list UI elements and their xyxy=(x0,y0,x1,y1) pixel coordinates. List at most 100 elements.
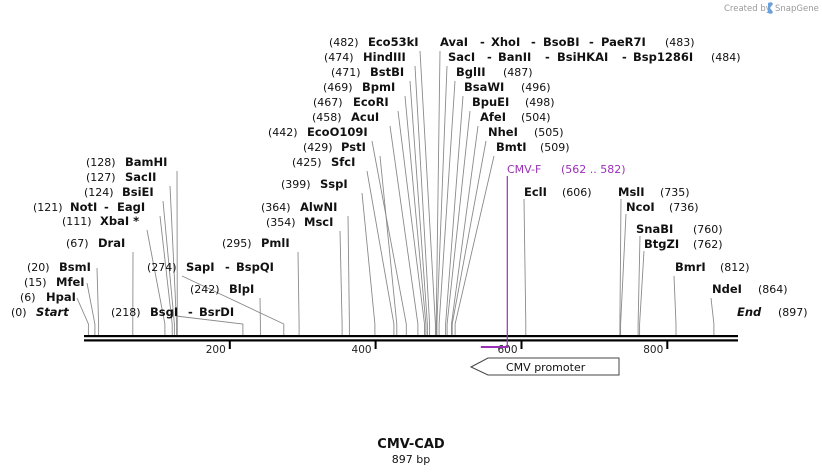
site-eco53ki[interactable]: (482) Eco53kI xyxy=(329,35,419,49)
site-position: (364) xyxy=(261,201,291,214)
site-bsawi[interactable]: BsaWI (496) xyxy=(464,80,551,94)
site-name: BpmI xyxy=(362,80,395,94)
site-msci[interactable]: (354) MscI xyxy=(266,215,333,229)
site-drai[interactable]: (67) DraI xyxy=(66,236,125,250)
site-msli[interactable]: MslI (735) xyxy=(618,185,690,199)
site-position: (399) xyxy=(281,178,311,191)
site-position: (498) xyxy=(525,96,555,109)
snapgene-name: SnapGene xyxy=(775,4,819,14)
site-bsmi[interactable]: (20) BsmI xyxy=(27,260,91,274)
cut-line-xbai xyxy=(146,229,166,335)
endpoint-start-name: Start xyxy=(36,305,69,319)
endpoint-start-position: (0) xyxy=(11,306,27,319)
site-separator: - xyxy=(589,35,594,49)
cut-line-msci xyxy=(339,230,343,335)
site-position: (6) xyxy=(20,291,36,304)
site-ecoo109i[interactable]: (442) EcoO109I xyxy=(268,125,368,139)
site-sacii[interactable]: (127) SacII xyxy=(86,170,156,184)
site-ncoi[interactable]: NcoI (736) xyxy=(626,200,699,214)
cut-line-msli xyxy=(619,198,622,335)
cut-line-mfei xyxy=(86,282,96,335)
site-saci-group[interactable]: SacI - BanII - BsiHKAI - Bsp1286I (484) xyxy=(448,50,741,64)
site-name: XhoI xyxy=(491,35,520,49)
site-separator: - xyxy=(622,50,627,64)
site-bpuei[interactable]: BpuEI (498) xyxy=(472,95,555,109)
site-bamhi[interactable]: (128) BamHI xyxy=(86,155,167,169)
site-name: EcoRI xyxy=(353,95,389,109)
site-nhei[interactable]: NheI (505) xyxy=(488,125,564,139)
snapgene-branding: Created by SnapGene xyxy=(724,2,819,14)
site-sspi[interactable]: (399) SspI xyxy=(281,177,348,191)
site-bsgi-bsrdi[interactable]: (218) BsgI - BsrDI xyxy=(111,305,234,319)
cut-line-bstbi xyxy=(409,80,428,335)
site-name: SacII xyxy=(125,170,156,184)
site-bpmi[interactable]: (469) BpmI xyxy=(323,80,395,94)
site-hpai[interactable]: (6) HpaI xyxy=(20,290,76,304)
site-separator: - xyxy=(188,305,193,319)
site-position: (121) xyxy=(33,201,63,214)
site-sapi-bspqi[interactable]: (274) SapI - BspQI xyxy=(147,260,274,274)
cut-line-bsiei xyxy=(162,200,175,335)
site-noti-eagi[interactable]: (121) NotI - EagI xyxy=(33,200,145,214)
cut-line-ndei xyxy=(710,297,715,335)
site-position: (274) xyxy=(147,261,177,274)
site-name: PmlI xyxy=(261,236,290,250)
ruler-tick xyxy=(228,341,231,349)
site-acui[interactable]: (458) AcuI xyxy=(312,110,379,124)
map-title: CMV-CAD xyxy=(377,437,445,452)
ruler-tick-label: 800 xyxy=(643,344,663,356)
primer-cmv-f[interactable]: CMV-F (562 .. 582) xyxy=(480,163,626,348)
site-position: (474) xyxy=(324,51,354,64)
site-position: (760) xyxy=(693,223,723,236)
primer-range: (562 .. 582) xyxy=(561,163,626,176)
site-ecli[interactable]: EclI (606) xyxy=(524,185,592,199)
site-alwni[interactable]: (364) AlwNI xyxy=(261,200,337,214)
endpoint-end-name: End xyxy=(737,305,762,319)
site-position: (429) xyxy=(303,141,333,154)
site-hindiii[interactable]: (474) HindIII xyxy=(324,50,406,64)
site-position: (467) xyxy=(313,96,343,109)
site-blpi[interactable]: (242) BlpI xyxy=(190,282,254,296)
feature-cmv-promoter[interactable]: CMV promoter xyxy=(469,357,620,376)
site-position: (458) xyxy=(312,111,342,124)
site-bmri[interactable]: BmrI (812) xyxy=(675,260,750,274)
cut-line-ecoo109i xyxy=(371,140,407,335)
site-pmli[interactable]: (295) PmlI xyxy=(222,236,290,250)
site-bsiei[interactable]: (124) BsiEI xyxy=(84,185,154,199)
site-btgzi[interactable]: BtgZI (762) xyxy=(644,237,723,251)
site-separator: - xyxy=(480,35,485,49)
site-sfci[interactable]: (425) SfcI xyxy=(292,155,355,169)
site-name: NheI xyxy=(488,125,518,139)
ruler: 200 400 600 800 xyxy=(206,341,669,356)
snapgene-logo-icon xyxy=(768,2,773,14)
site-position: (483) xyxy=(665,36,695,49)
site-psti[interactable]: (429) PstI xyxy=(303,140,366,154)
site-position: (128) xyxy=(86,156,116,169)
site-ndei[interactable]: NdeI (864) xyxy=(712,282,788,296)
cut-line-ncoi xyxy=(620,213,627,335)
site-labels: (6) HpaI (15) MfeI (20) BsmI (67) DraI (… xyxy=(20,35,788,319)
site-name: Bsp1286I xyxy=(633,50,693,64)
site-position: (425) xyxy=(292,156,322,169)
site-position: (509) xyxy=(540,141,570,154)
site-snabi[interactable]: SnaBI (760) xyxy=(636,222,723,236)
site-separator: - xyxy=(545,50,550,64)
site-afei[interactable]: AfeI (504) xyxy=(480,110,551,124)
site-avai-group[interactable]: AvaI - XhoI - BsoBI - PaeR7I (483) xyxy=(440,35,695,49)
site-name: EclI xyxy=(524,185,547,199)
site-bstbi[interactable]: (471) BstBI xyxy=(331,65,404,79)
cut-line-btgzi xyxy=(639,250,645,335)
cut-line-sapi-bspqi xyxy=(181,275,285,335)
cut-line-hpai xyxy=(76,297,89,335)
site-mfei[interactable]: (15) MfeI xyxy=(24,275,85,289)
ruler-tick xyxy=(520,341,523,349)
cut-line-acui xyxy=(389,125,419,335)
site-position: (482) xyxy=(329,36,359,49)
cut-line-ecli xyxy=(523,198,527,335)
site-name: PaeR7I xyxy=(601,35,646,49)
site-bmti[interactable]: BmtI (509) xyxy=(496,140,570,154)
site-xbai[interactable]: (111) XbaI * xyxy=(62,214,139,228)
site-ecori[interactable]: (467) EcoRI xyxy=(313,95,389,109)
site-name: BsiHKAI xyxy=(557,50,608,64)
site-bglii[interactable]: BglII (487) xyxy=(456,65,533,79)
